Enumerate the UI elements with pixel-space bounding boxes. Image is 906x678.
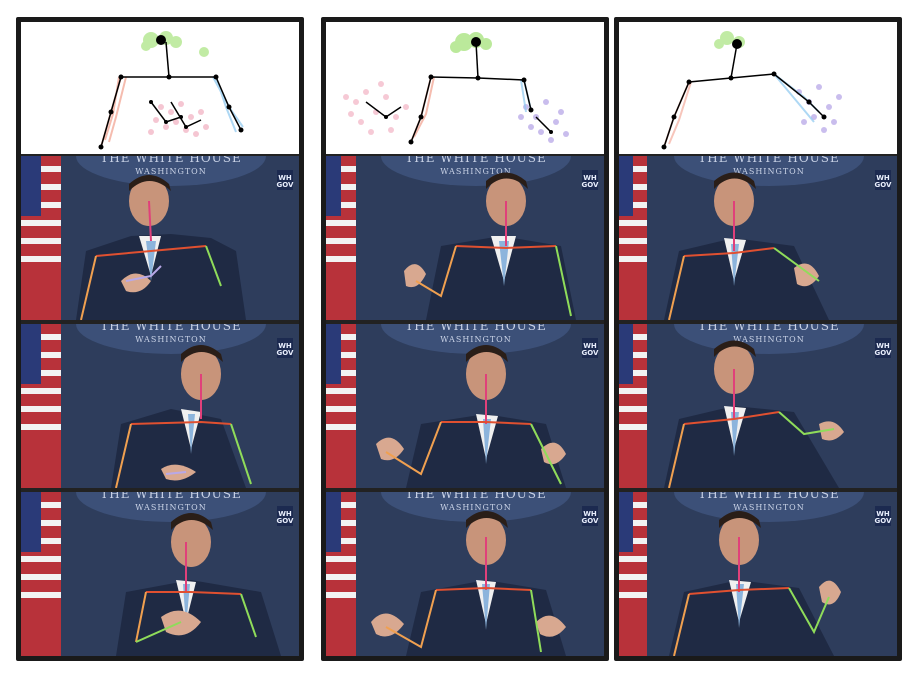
wh-badge: WH (583, 510, 597, 518)
svg-text:GOV: GOV (582, 349, 600, 357)
seal-title: THE WHITE HOUSE (698, 324, 840, 333)
wh-badge: WH (583, 342, 597, 350)
flag (21, 492, 61, 656)
seal-subtitle: WASHINGTON (733, 335, 805, 344)
wh-badge: WH (876, 510, 890, 518)
seal-title: THE WHITE HOUSE (405, 324, 547, 333)
seal-title: THE WHITE HOUSE (100, 492, 242, 501)
seal-title: THE WHITE HOUSE (405, 492, 547, 501)
result-column-left: THE WHITE HOUSE WASHINGTON WH GOV (16, 17, 304, 661)
flag (21, 324, 61, 488)
seal-subtitle: WASHINGTON (440, 167, 512, 176)
svg-text:GOV: GOV (277, 349, 295, 357)
video-frame-3: THE WHITE HOUSE WASHINGTON WH GOV (619, 492, 897, 656)
video-frame-2: THE WHITE HOUSE WASHINGTON WH GOV (21, 324, 299, 488)
seal-subtitle: WASHINGTON (135, 167, 207, 176)
flag (326, 156, 356, 320)
svg-text:GOV: GOV (875, 349, 893, 357)
svg-text:GOV: GOV (582, 181, 600, 189)
seal-subtitle: WASHINGTON (440, 503, 512, 512)
flag (21, 156, 61, 320)
pose-sample-plot (21, 22, 299, 154)
svg-text:GOV: GOV (582, 517, 600, 525)
seal-title: THE WHITE HOUSE (405, 156, 547, 165)
seal-subtitle: WASHINGTON (135, 503, 207, 512)
video-frame-2: THE WHITE HOUSE WASHINGTON WH GOV (619, 324, 897, 488)
video-frame-1: THE WHITE HOUSE WASHINGTON WH GOV (21, 156, 299, 320)
video-frame-3: THE WHITE HOUSE WASHINGTON WH GOV (326, 492, 604, 656)
svg-text:GOV: GOV (277, 181, 295, 189)
wh-badge: WH (876, 342, 890, 350)
seal-title: THE WHITE HOUSE (698, 156, 840, 165)
flag (619, 156, 647, 320)
result-column-middle: THE WHITE HOUSE WASHINGTON WH GOV (321, 17, 609, 661)
pose-distribution-graphic (661, 31, 842, 150)
wh-badge: WH (278, 174, 292, 182)
video-frame-1: THE WHITE HOUSE WASHINGTON WH GOV (326, 156, 604, 320)
flag (619, 324, 647, 488)
result-column-right: THE WHITE HOUSE WASHINGTON WH GOV (614, 17, 902, 661)
seal-subtitle: WASHINGTON (135, 335, 207, 344)
video-frame-1: THE WHITE HOUSE WASHINGTON WH GOV (619, 156, 897, 320)
wh-badge: WH (583, 174, 597, 182)
seal-title: THE WHITE HOUSE (698, 492, 840, 501)
svg-text:GOV: GOV (875, 181, 893, 189)
seal-title: THE WHITE HOUSE (100, 156, 242, 165)
pose-distribution-graphic (343, 32, 569, 145)
seal-subtitle: WASHINGTON (440, 335, 512, 344)
seal-title: THE WHITE HOUSE (100, 324, 242, 333)
svg-text:GOV: GOV (277, 517, 295, 525)
video-frame-3: THE WHITE HOUSE WASHINGTON WH GOV (21, 492, 299, 656)
flag (326, 492, 356, 656)
wh-badge: WH (876, 174, 890, 182)
flag (619, 492, 647, 656)
svg-text:GOV: GOV (875, 517, 893, 525)
seal-subtitle: WASHINGTON (733, 167, 805, 176)
pose-distribution-graphic (98, 31, 244, 150)
pose-sample-plot (326, 22, 604, 154)
video-frame-2: THE WHITE HOUSE WASHINGTON WH GOV (326, 324, 604, 488)
wh-badge: WH (278, 510, 292, 518)
flag (326, 324, 356, 488)
pose-sample-plot (619, 22, 897, 154)
seal-subtitle: WASHINGTON (733, 503, 805, 512)
wh-badge: WH (278, 342, 292, 350)
